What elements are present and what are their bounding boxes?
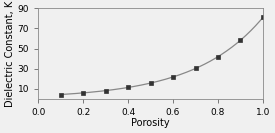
X-axis label: Porosity: Porosity — [131, 118, 170, 128]
Y-axis label: Dielectric Constant, K: Dielectric Constant, K — [5, 0, 15, 107]
